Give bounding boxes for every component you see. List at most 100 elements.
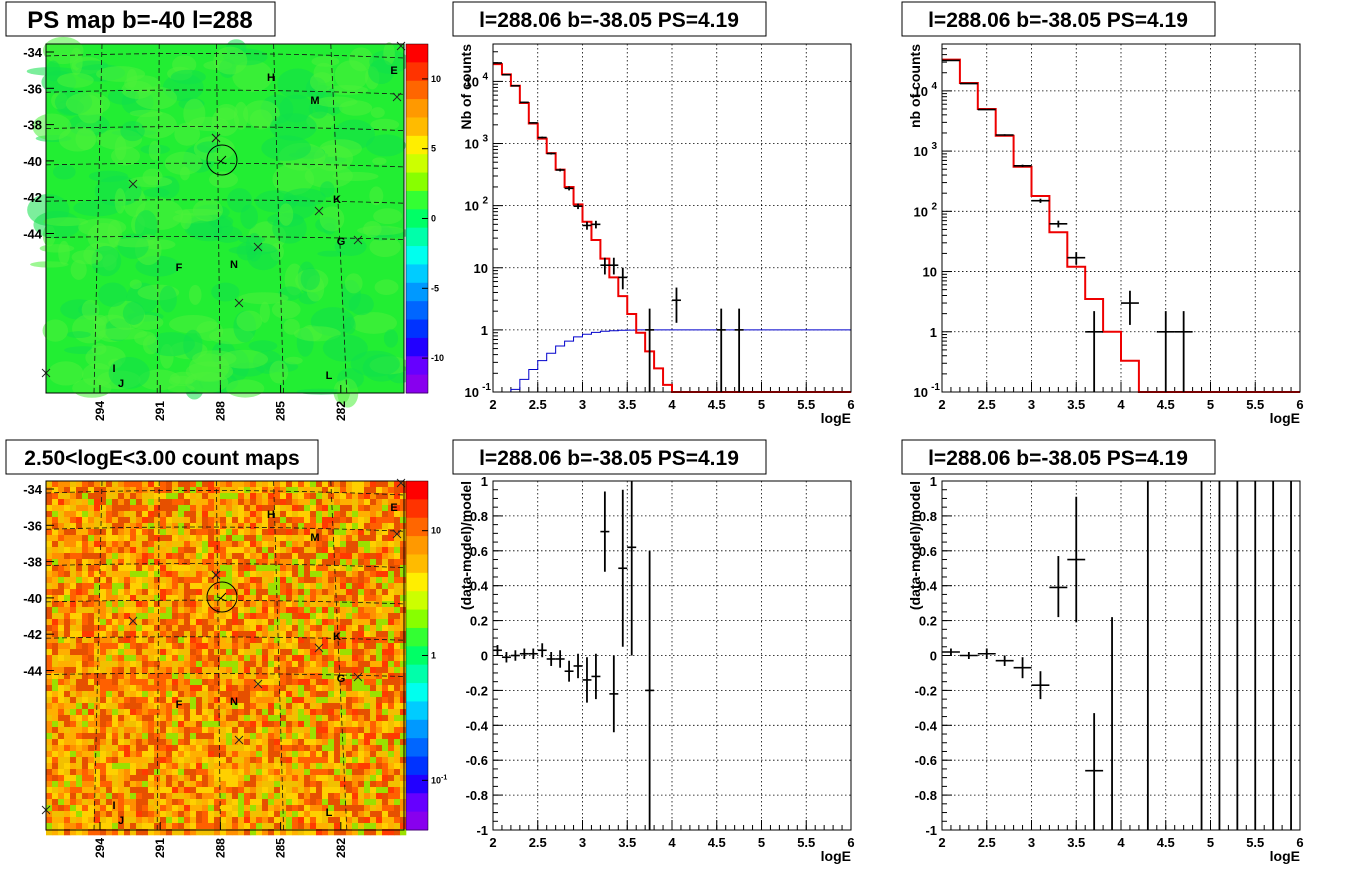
map-pixel: [166, 541, 173, 548]
map-pixel: [364, 775, 371, 782]
map-pixel: [310, 577, 317, 584]
map-pixel: [232, 757, 239, 764]
map-pixel: [394, 655, 401, 662]
map-pixel: [364, 511, 371, 518]
map-pixel: [166, 571, 173, 578]
map-pixel: [280, 517, 287, 524]
map-pixel: [382, 493, 389, 500]
map-pixel: [118, 703, 125, 710]
map-pixel: [232, 793, 239, 800]
map-pixel: [172, 595, 179, 602]
map-pixel: [76, 709, 83, 716]
map-pixel: [340, 607, 347, 614]
map-pixel: [364, 715, 371, 722]
map-pixel: [322, 499, 329, 506]
map-pixel: [364, 553, 371, 560]
map-texture: [315, 96, 358, 108]
map-pixel: [94, 607, 101, 614]
map-pixel: [328, 499, 335, 506]
map-pixel: [226, 535, 233, 542]
map-pixel: [280, 613, 287, 620]
map-texture: [320, 181, 335, 198]
map-pixel: [316, 697, 323, 704]
map-pixel: [136, 655, 143, 662]
map-pixel: [118, 667, 125, 674]
colorbar-segment: [406, 664, 428, 684]
map-pixel: [400, 709, 407, 716]
map-pixel: [52, 715, 59, 722]
map-pixel: [190, 541, 197, 548]
map-pixel: [340, 493, 347, 500]
map-pixel: [184, 727, 191, 734]
map-pixel: [58, 595, 65, 602]
map-pixel: [304, 817, 311, 824]
map-pixel: [178, 691, 185, 698]
map-pixel: [334, 565, 341, 572]
map-pixel: [268, 697, 275, 704]
map-pixel: [370, 709, 377, 716]
map-pixel: [382, 697, 389, 704]
map-pixel: [214, 481, 221, 488]
map-pixel: [154, 547, 161, 554]
source-cross: [253, 242, 263, 252]
map-pixel: [376, 625, 383, 632]
map-pixel: [328, 541, 335, 548]
map-pixel: [358, 763, 365, 770]
map-pixel: [244, 511, 251, 518]
map-pixel: [298, 511, 305, 518]
map-pixel: [400, 553, 407, 560]
map-pixel: [64, 481, 71, 488]
map-pixel: [118, 601, 125, 608]
map-pixel: [310, 619, 317, 626]
map-pixel: [136, 565, 143, 572]
map-pixel: [226, 649, 233, 656]
map-pixel: [328, 691, 335, 698]
map-pixel: [88, 595, 95, 602]
map-pixel: [166, 745, 173, 752]
map-pixel: [256, 673, 263, 680]
map-pixel: [262, 793, 269, 800]
map-pixel: [46, 523, 53, 530]
map-pixel: [148, 829, 155, 836]
map-pixel: [358, 523, 365, 530]
map-pixel: [298, 619, 305, 626]
map-pixel: [118, 517, 125, 524]
map-pixel: [130, 781, 137, 788]
map-pixel: [238, 613, 245, 620]
map-pixel: [244, 481, 251, 488]
map-pixel: [310, 787, 317, 794]
map-pixel: [112, 775, 119, 782]
map-pixel: [334, 751, 341, 758]
map-pixel: [322, 517, 329, 524]
map-pixel: [178, 715, 185, 722]
x-tick-label: 4: [1117, 835, 1125, 850]
map-pixel: [88, 805, 95, 812]
map-pixel: [112, 661, 119, 668]
map-pixel: [346, 769, 353, 776]
map-pixel: [58, 601, 65, 608]
y-tick-label: 10: [923, 265, 937, 280]
map-pixel: [88, 577, 95, 584]
map-pixel: [310, 499, 317, 506]
map-pixel: [172, 583, 179, 590]
map-pixel: [394, 649, 401, 656]
y-tick-label: 0.2: [919, 614, 937, 629]
map-pixel: [184, 553, 191, 560]
map-pixel: [124, 793, 131, 800]
map-pixel: [58, 823, 65, 830]
map-pixel: [46, 535, 53, 542]
map-pixel: [136, 787, 143, 794]
map-pixel: [148, 613, 155, 620]
map-pixel: [46, 745, 53, 752]
lon-tick-label: 294: [93, 401, 107, 421]
map-pixel: [70, 523, 77, 530]
map-pixel: [298, 817, 305, 824]
map-pixel: [130, 691, 137, 698]
map-pixel: [178, 619, 185, 626]
map-pixel: [142, 817, 149, 824]
map-pixel: [376, 601, 383, 608]
map-pixel: [46, 709, 53, 716]
map-texture: [344, 273, 363, 294]
map-pixel: [352, 715, 359, 722]
map-pixel: [310, 565, 317, 572]
